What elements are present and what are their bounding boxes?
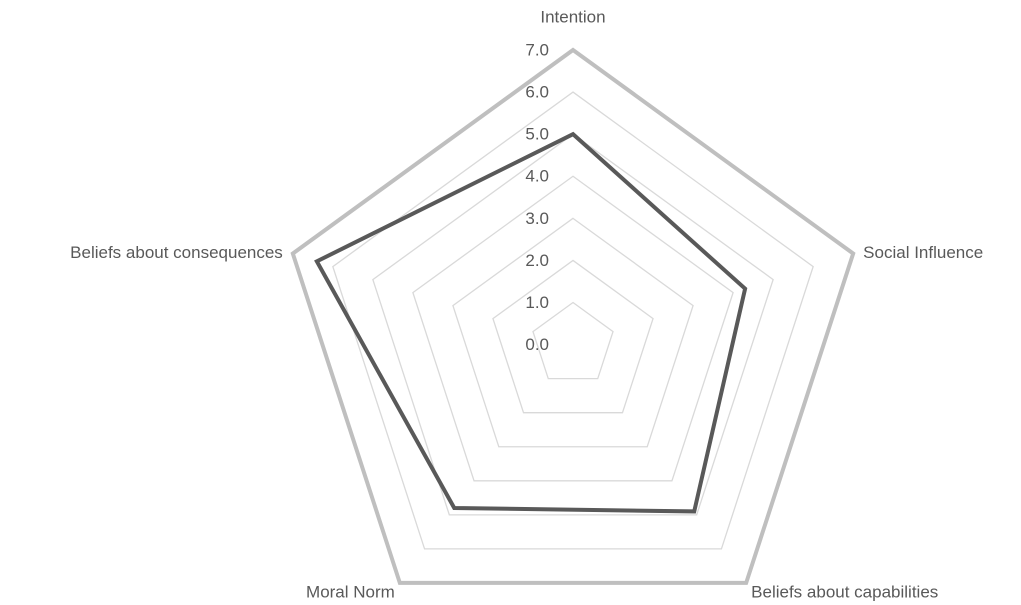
r-tick-label: 5.0 <box>525 125 549 144</box>
category-label: Intention <box>540 7 605 26</box>
series-line <box>314 131 748 514</box>
r-tick-label: 1.0 <box>525 293 549 312</box>
category-label: Social Influence <box>863 243 983 262</box>
r-tick-label: 0.0 <box>525 335 549 354</box>
grid-ring <box>372 133 774 516</box>
category-label: Moral Norm <box>306 582 395 601</box>
grid-ring <box>452 217 694 448</box>
grid-ring <box>332 91 814 550</box>
r-tick-label: 6.0 <box>525 83 549 102</box>
category-label: Beliefs about capabilities <box>751 582 938 601</box>
grid-ring <box>290 47 856 585</box>
r-tick-label: 7.0 <box>525 40 549 59</box>
r-tick-label: 2.0 <box>525 251 549 270</box>
r-tick-label: 4.0 <box>525 167 549 186</box>
category-label: Beliefs about consequences <box>70 243 283 262</box>
grid-ring <box>532 301 614 380</box>
grid-ring <box>412 175 734 482</box>
grid-ring <box>492 259 654 414</box>
r-tick-label: 3.0 <box>525 209 549 228</box>
